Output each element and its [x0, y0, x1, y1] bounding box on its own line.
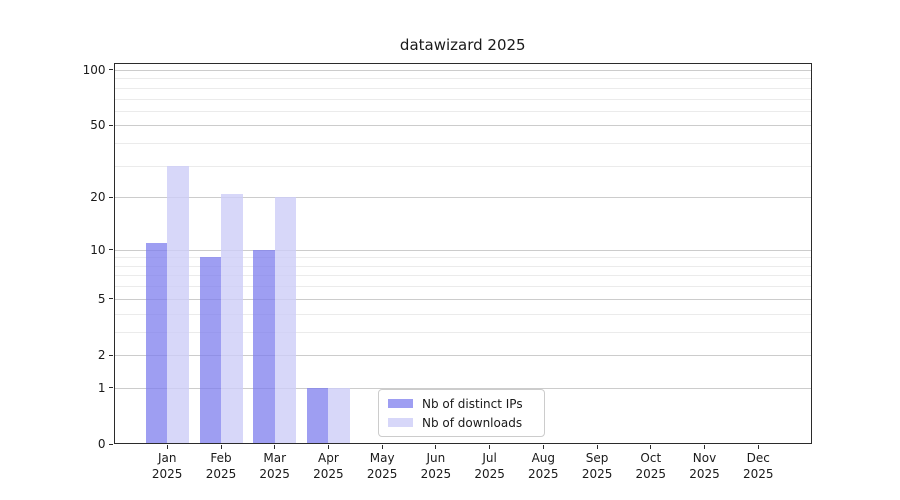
x-tick-label-sep: Sep 2025 [581, 451, 613, 481]
y-tick-20 [109, 196, 113, 198]
legend-label-downloads: Nb of downloads [422, 415, 523, 430]
x-tick-label-dec: Dec 2025 [743, 451, 774, 481]
x-tick-label-oct: Oct 2025 [635, 451, 667, 481]
bar-ips-feb [199, 257, 221, 444]
x-tick-dec [757, 445, 759, 449]
gridline-minor-70 [113, 98, 812, 100]
plot-border [113, 63, 812, 444]
gridline-minor-6 [113, 286, 812, 288]
x-tick-jun [435, 445, 437, 449]
gridline-minor-60 [113, 110, 812, 112]
bar-ips-mar [253, 249, 275, 444]
gridline-major-10 [113, 249, 812, 251]
x-tick-label-feb: Feb 2025 [205, 451, 237, 481]
gridline-minor-9 [113, 257, 812, 259]
y-tick-label-2: 2 [97, 348, 106, 362]
y-tick-2 [109, 354, 113, 356]
gridline-minor-90 [113, 78, 812, 80]
gridline-major-2 [113, 355, 812, 356]
y-tick-label-100: 100 [82, 62, 106, 77]
y-tick-label-0: 0 [97, 437, 106, 451]
y-tick-label-10: 10 [90, 242, 106, 257]
y-tick-50 [109, 124, 113, 126]
bar-ips-apr [306, 387, 329, 444]
y-tick-10 [109, 249, 113, 251]
gridline-minor-30 [113, 165, 812, 167]
x-tick-sep [596, 445, 598, 449]
x-tick-label-nov: Nov 2025 [689, 451, 720, 481]
bar-downloads-mar [274, 197, 297, 444]
x-tick-jul [489, 445, 491, 449]
gridline-minor-4 [113, 313, 812, 315]
legend-item-distinct-ips: Nb of distinct IPs [388, 395, 534, 412]
gridline-minor-3 [113, 331, 812, 333]
x-tick-nov [704, 445, 705, 449]
legend-label-distinct-ips: Nb of distinct IPs [422, 396, 523, 411]
x-tick-aug [542, 445, 544, 449]
x-tick-label-jan: Jan 2025 [151, 451, 183, 481]
y-tick-label-1: 1 [97, 380, 106, 395]
x-tick-label-jul: Jul 2025 [474, 451, 505, 481]
bar-downloads-apr [328, 387, 350, 444]
gridline-major-50 [113, 125, 812, 127]
x-tick-label-mar: Mar 2025 [259, 451, 290, 481]
y-tick-1 [109, 387, 113, 389]
y-tick-5 [109, 298, 113, 300]
legend-swatch-downloads [388, 418, 413, 427]
x-tick-label-may: May 2025 [366, 451, 398, 481]
y-tick-0 [109, 443, 113, 445]
x-tick-label-jun: Jun 2025 [420, 451, 452, 481]
legend-swatch-distinct-ips [388, 399, 413, 408]
gridline-major-1 [113, 387, 812, 389]
bar-downloads-jan [167, 165, 189, 444]
x-tick-label-aug: Aug 2025 [528, 451, 559, 481]
chart-title: datawizard 2025 [399, 36, 526, 54]
bar-ips-jan [145, 242, 168, 444]
x-tick-apr [327, 445, 329, 449]
x-tick-jan [166, 445, 168, 449]
legend: Nb of distinct IPs Nb of downloads [378, 389, 545, 437]
x-tick-oct [650, 445, 652, 449]
y-tick-label-50: 50 [90, 118, 106, 133]
gridline-major-20 [113, 197, 812, 199]
y-tick-label-20: 20 [90, 190, 106, 205]
gridline-major-100 [113, 69, 812, 71]
x-tick-mar [274, 445, 276, 449]
gridline-minor-7 [113, 275, 812, 277]
y-tick-100 [109, 69, 113, 71]
gridline-major-5 [113, 298, 812, 300]
legend-item-downloads: Nb of downloads [388, 414, 534, 431]
y-tick-label-5: 5 [97, 291, 106, 306]
x-tick-label-apr: Apr 2025 [313, 451, 344, 481]
x-tick-feb [220, 445, 222, 449]
gridline-minor-80 [113, 87, 812, 89]
gridline-minor-8 [113, 265, 812, 267]
bar-downloads-feb [221, 193, 243, 444]
gridline-minor-40 [113, 143, 812, 144]
x-tick-may [381, 445, 383, 449]
